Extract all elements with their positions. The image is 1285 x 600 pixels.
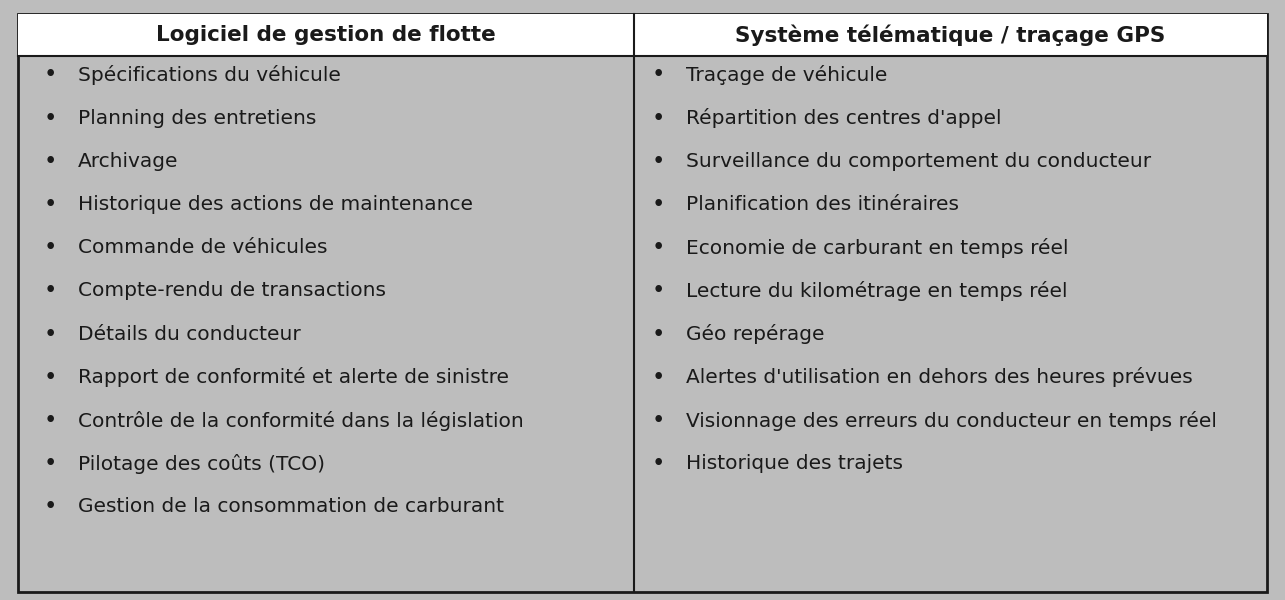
- Text: •: •: [44, 193, 57, 216]
- Text: Rapport de conformité et alerte de sinistre: Rapport de conformité et alerte de sinis…: [78, 367, 509, 388]
- Text: Visionnage des erreurs du conducteur en temps réel: Visionnage des erreurs du conducteur en …: [686, 410, 1217, 431]
- Text: •: •: [44, 150, 57, 173]
- Text: Lecture du kilométrage en temps réel: Lecture du kilométrage en temps réel: [686, 281, 1068, 301]
- Text: •: •: [651, 150, 664, 173]
- Text: Surveillance du comportement du conducteur: Surveillance du comportement du conducte…: [686, 152, 1151, 171]
- Text: •: •: [651, 366, 664, 389]
- Text: •: •: [651, 64, 664, 86]
- Text: Spécifications du véhicule: Spécifications du véhicule: [78, 65, 341, 85]
- Text: Répartition des centres d'appel: Répartition des centres d'appel: [686, 108, 1001, 128]
- Text: •: •: [651, 107, 664, 130]
- Text: •: •: [651, 280, 664, 302]
- Text: Géo repérage: Géo repérage: [686, 324, 825, 344]
- Text: Commande de véhicules: Commande de véhicules: [78, 238, 328, 257]
- Text: •: •: [651, 409, 664, 432]
- Text: Alertes d'utilisation en dehors des heures prévues: Alertes d'utilisation en dehors des heur…: [686, 367, 1192, 388]
- Text: Gestion de la consommation de carburant: Gestion de la consommation de carburant: [78, 497, 504, 517]
- Text: Contrôle de la conformité dans la législation: Contrôle de la conformité dans la législ…: [78, 410, 524, 431]
- Text: •: •: [651, 193, 664, 216]
- Text: •: •: [44, 366, 57, 389]
- Text: Archivage: Archivage: [78, 152, 179, 171]
- Text: Planning des entretiens: Planning des entretiens: [78, 109, 316, 128]
- Text: •: •: [44, 236, 57, 259]
- Text: •: •: [44, 280, 57, 302]
- Text: •: •: [651, 452, 664, 475]
- Text: Economie de carburant en temps réel: Economie de carburant en temps réel: [686, 238, 1069, 258]
- Text: Traçage de véhicule: Traçage de véhicule: [686, 65, 888, 85]
- Text: •: •: [44, 452, 57, 475]
- Text: Système télématique / traçage GPS: Système télématique / traçage GPS: [735, 24, 1165, 46]
- Text: Historique des actions de maintenance: Historique des actions de maintenance: [78, 195, 473, 214]
- Text: Planification des itinéraires: Planification des itinéraires: [686, 195, 959, 214]
- Text: •: •: [44, 409, 57, 432]
- Text: •: •: [44, 107, 57, 130]
- Bar: [18, 14, 1267, 56]
- Text: Compte-rendu de transactions: Compte-rendu de transactions: [78, 281, 386, 301]
- Text: •: •: [651, 323, 664, 346]
- Text: •: •: [44, 496, 57, 518]
- Text: Historique des trajets: Historique des trajets: [686, 454, 903, 473]
- Text: Détails du conducteur: Détails du conducteur: [78, 325, 301, 344]
- Text: •: •: [44, 64, 57, 86]
- Text: •: •: [44, 323, 57, 346]
- Text: •: •: [651, 236, 664, 259]
- Text: Pilotage des coûts (TCO): Pilotage des coûts (TCO): [78, 454, 325, 474]
- Text: Logiciel de gestion de flotte: Logiciel de gestion de flotte: [155, 25, 496, 45]
